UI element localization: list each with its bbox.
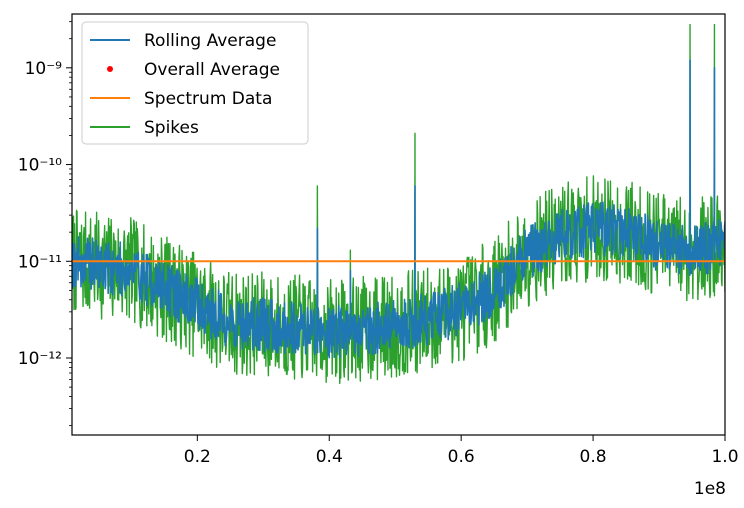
x-tick-label: 0.8	[580, 447, 607, 467]
x-tick-label: 1.0	[711, 447, 738, 467]
legend-label-spectrum-data: Spectrum Data	[144, 89, 272, 109]
x-offset-label: 1e8	[694, 479, 726, 499]
legend-box	[81, 21, 309, 145]
series-line-rolling-average	[72, 59, 725, 359]
legend-label-overall-average: Overall Average	[144, 60, 280, 80]
legend-label-spikes: Spikes	[144, 118, 199, 138]
series-line-spikes	[72, 23, 725, 385]
y-tick-label: 10⁻¹⁰	[18, 156, 62, 176]
legend: Rolling Average Overall Average Spectrum D…	[81, 21, 309, 145]
axes-frame	[71, 13, 726, 436]
x-tick-label: 0.4	[316, 447, 343, 467]
y-tick-label: 10⁻⁹	[25, 59, 63, 79]
legend-label-rolling-average: Rolling Average	[144, 31, 276, 51]
y-tick-label: 10⁻¹²	[18, 349, 62, 369]
legend-swatch-overall-average	[107, 66, 113, 72]
y-tick-label: 10⁻¹¹	[18, 252, 62, 272]
x-tick-label: 0.2	[184, 447, 211, 467]
x-tick-label: 0.6	[448, 447, 475, 467]
